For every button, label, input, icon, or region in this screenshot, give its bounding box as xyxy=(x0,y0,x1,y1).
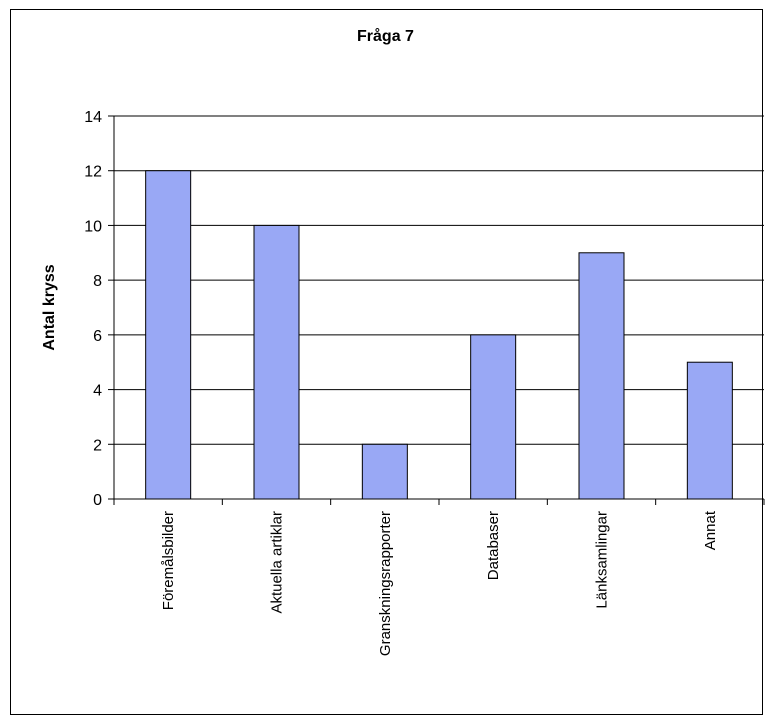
category-label: Föremålsbilder xyxy=(160,511,177,610)
y-tick-label: 2 xyxy=(93,437,102,454)
y-tick-label: 12 xyxy=(84,164,102,181)
bar xyxy=(578,252,625,500)
y-tick-label: 6 xyxy=(93,328,102,345)
chart-frame xyxy=(10,9,763,715)
chart-title: Fråga 7 xyxy=(357,28,414,45)
y-tick-label: 4 xyxy=(93,383,102,400)
bar xyxy=(253,224,300,500)
y-axis-title: Antal kryss xyxy=(41,264,58,350)
category-label: Länksamlingar xyxy=(594,511,611,609)
y-tick-label: 8 xyxy=(93,273,102,290)
category-label: Granskningsrapporter xyxy=(377,511,394,656)
category-label: Annat xyxy=(702,510,719,550)
bar xyxy=(470,334,517,500)
y-tick-label: 10 xyxy=(84,218,102,235)
category-label: Aktuella artiklar xyxy=(269,511,286,614)
bar xyxy=(686,361,733,500)
y-tick-label: 14 xyxy=(84,109,102,126)
bar xyxy=(361,443,408,500)
bar xyxy=(145,170,192,500)
y-tick-label: 0 xyxy=(93,492,102,509)
category-label: Databaser xyxy=(485,511,502,580)
